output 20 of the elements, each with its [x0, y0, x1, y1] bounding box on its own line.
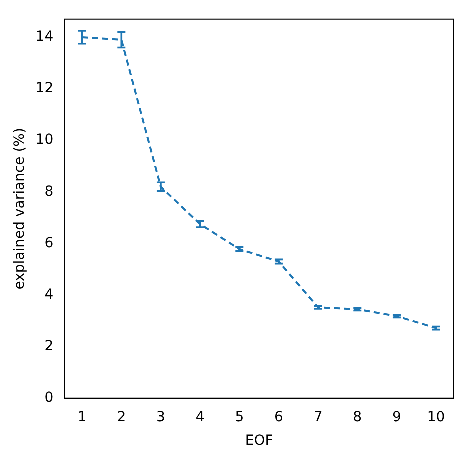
x-axis-title: EOF: [245, 433, 274, 450]
y-tick-label: 0: [44, 390, 54, 406]
x-tick-label: 2: [117, 409, 126, 426]
x-tick-label: 10: [427, 409, 446, 426]
x-tick-label: 1: [78, 409, 87, 426]
x-tick-label: 6: [274, 409, 284, 426]
y-tick-label: 14: [36, 29, 54, 46]
y-tick-label: 4: [44, 286, 54, 303]
y-tick-label: 10: [36, 132, 54, 148]
y-tick-label: 8: [44, 184, 54, 200]
x-tick-label: 4: [196, 409, 205, 426]
y-tick-label: 2: [44, 338, 54, 354]
x-tick-label: 9: [392, 409, 402, 426]
y-axis-title: explained variance (%): [12, 128, 28, 290]
x-tick-label: 5: [235, 409, 244, 426]
x-tick-label: 7: [314, 409, 323, 426]
x-tick-label: 8: [353, 409, 362, 426]
y-tick-label: 6: [44, 235, 54, 252]
y-tick-label: 12: [36, 80, 54, 97]
x-tick-label: 3: [156, 409, 166, 426]
